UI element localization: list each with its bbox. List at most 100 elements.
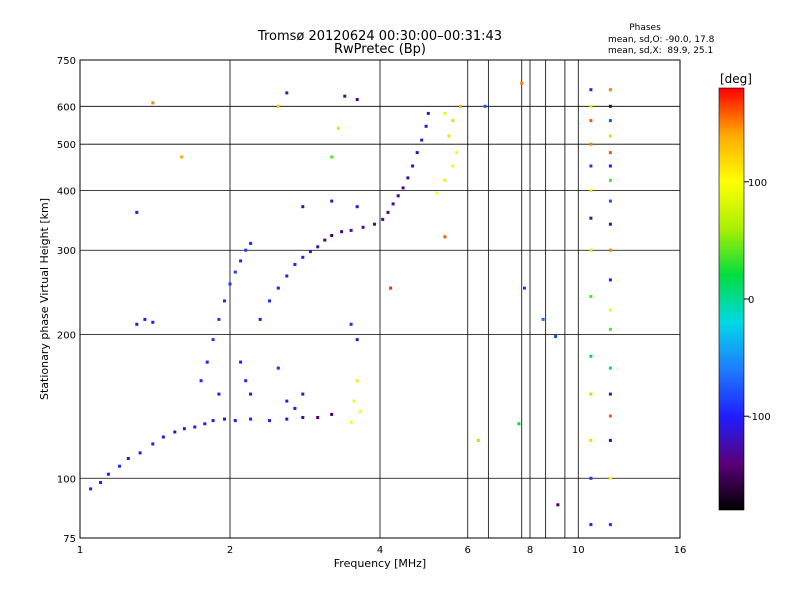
data-point xyxy=(401,186,405,190)
data-point xyxy=(415,151,419,155)
data-point xyxy=(435,191,439,195)
data-point xyxy=(135,210,139,214)
chart-title: Tromsø 20120624 00:30:00–00:31:43 xyxy=(257,29,502,44)
colorbar: [deg] 100 0 -100 xyxy=(718,72,771,511)
data-point xyxy=(349,420,353,424)
data-point xyxy=(608,134,612,138)
data-point xyxy=(589,164,593,168)
data-point xyxy=(389,286,393,290)
data-point xyxy=(520,81,524,85)
data-point xyxy=(458,104,462,108)
x-tick-label: 10 xyxy=(572,545,585,556)
data-point xyxy=(330,155,334,159)
data-point xyxy=(589,104,593,108)
data-point xyxy=(406,176,410,180)
data-point xyxy=(589,438,593,442)
data-point xyxy=(135,322,139,326)
data-point xyxy=(589,216,593,220)
data-point xyxy=(589,119,593,123)
data-point xyxy=(358,409,362,413)
data-point xyxy=(223,417,226,421)
data-point xyxy=(293,263,297,266)
data-point xyxy=(424,124,428,128)
data-point xyxy=(608,164,612,168)
data-point xyxy=(608,278,612,282)
data-point xyxy=(126,457,130,460)
data-point xyxy=(608,248,612,252)
data-point xyxy=(336,126,340,130)
data-point xyxy=(608,392,612,396)
data-point xyxy=(276,286,280,290)
x-tick-label: 2 xyxy=(227,545,233,556)
data-point xyxy=(556,503,560,507)
data-point xyxy=(355,205,359,209)
data-point xyxy=(443,235,447,239)
data-point xyxy=(589,295,593,298)
y-axis-label: Stationary phase Virtual Height [km] xyxy=(38,198,51,400)
data-point xyxy=(386,210,390,214)
data-point xyxy=(223,299,226,303)
data-point xyxy=(143,317,147,321)
grid-lines xyxy=(80,60,680,538)
data-point xyxy=(608,308,612,312)
data-point xyxy=(355,338,359,342)
x-tick-label: 6 xyxy=(465,545,471,556)
x-tick-label: 8 xyxy=(527,545,533,556)
data-points xyxy=(89,81,612,527)
data-point xyxy=(285,274,289,278)
data-point xyxy=(151,101,155,105)
data-point xyxy=(340,230,344,234)
phase-stats-heading: Phases xyxy=(629,23,661,33)
data-point xyxy=(608,476,612,480)
data-point xyxy=(249,241,253,245)
data-point xyxy=(203,422,207,426)
data-point xyxy=(323,238,327,242)
data-point xyxy=(151,442,155,446)
data-point xyxy=(244,248,248,252)
data-point xyxy=(483,104,487,108)
data-point xyxy=(608,104,612,108)
data-point xyxy=(589,189,593,192)
y-tick-label: 100 xyxy=(57,474,76,485)
data-point xyxy=(608,366,612,370)
y-tick-label: 400 xyxy=(57,186,76,197)
data-point xyxy=(258,317,262,321)
data-point xyxy=(589,354,593,358)
data-point xyxy=(352,399,356,403)
data-point xyxy=(233,419,237,423)
data-point xyxy=(244,379,248,383)
colorbar-tick-label: 100 xyxy=(748,178,767,189)
data-point xyxy=(276,366,280,370)
data-point xyxy=(523,286,526,290)
data-point xyxy=(161,435,165,439)
phase-stats-x: mean, sd,X: 89.9, 25.1 xyxy=(608,46,713,56)
data-point xyxy=(608,523,612,527)
data-point xyxy=(396,194,400,198)
data-point xyxy=(182,427,186,431)
data-point xyxy=(589,523,593,527)
y-tick-label: 500 xyxy=(57,140,76,151)
data-point xyxy=(211,419,215,423)
data-point xyxy=(589,392,593,396)
data-point xyxy=(239,259,243,263)
data-point xyxy=(285,417,289,421)
data-point xyxy=(381,217,385,221)
data-point xyxy=(316,416,320,419)
y-tick-label: 75 xyxy=(63,534,76,545)
data-point xyxy=(308,250,312,254)
data-point xyxy=(589,88,593,92)
data-point xyxy=(608,119,612,123)
y-tick-label: 600 xyxy=(57,102,76,113)
data-point xyxy=(443,111,447,115)
data-point xyxy=(233,270,237,274)
data-point xyxy=(541,317,545,321)
x-axis-label: Frequency [MHz] xyxy=(334,557,426,570)
data-point xyxy=(426,111,430,115)
data-point xyxy=(193,425,197,429)
data-point xyxy=(330,199,334,203)
plot-frame xyxy=(79,59,681,539)
x-tick-label: 16 xyxy=(674,545,687,556)
data-point xyxy=(285,399,289,403)
data-point xyxy=(249,392,253,396)
